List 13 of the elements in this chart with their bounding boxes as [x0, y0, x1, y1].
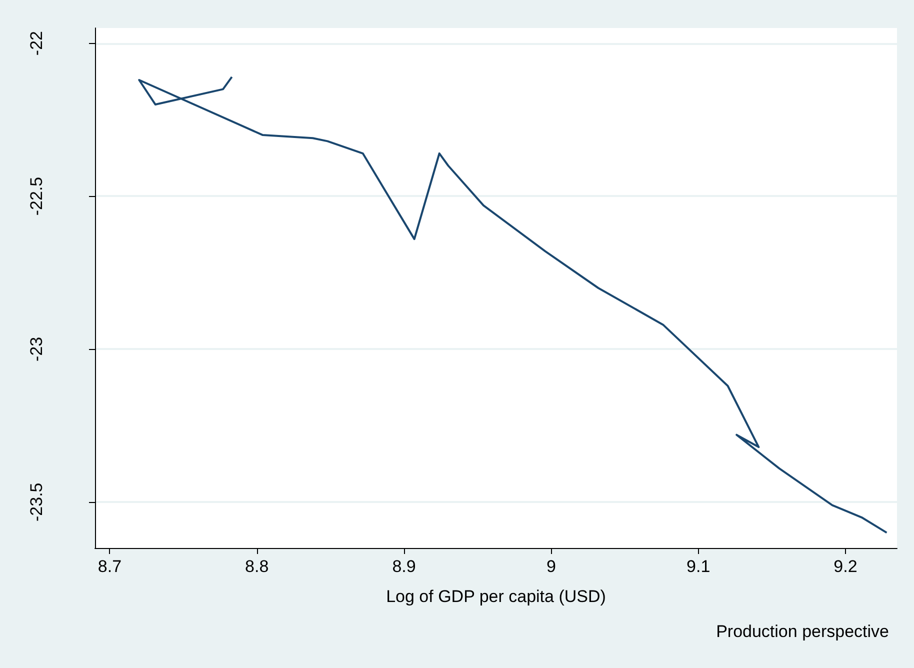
x-tick-label: 9.1 — [686, 557, 710, 576]
x-tick-label: 8.8 — [245, 557, 269, 576]
x-tick-label: 9 — [546, 557, 556, 576]
x-tick-label: 8.9 — [392, 557, 416, 576]
y-tick-label: -23.5 — [27, 482, 46, 522]
x-tick-label: 8.7 — [98, 557, 122, 576]
y-tick-label: -22.5 — [27, 176, 46, 216]
line-series — [138, 76, 888, 534]
text: Production perspective — [716, 622, 890, 641]
x-tick-label: 9.2 — [834, 557, 858, 576]
y-tick-label: -22 — [27, 31, 46, 56]
x-axis-title: Log of GDP per capita (USD) — [386, 587, 606, 606]
y-tick-label: -23 — [27, 336, 46, 362]
